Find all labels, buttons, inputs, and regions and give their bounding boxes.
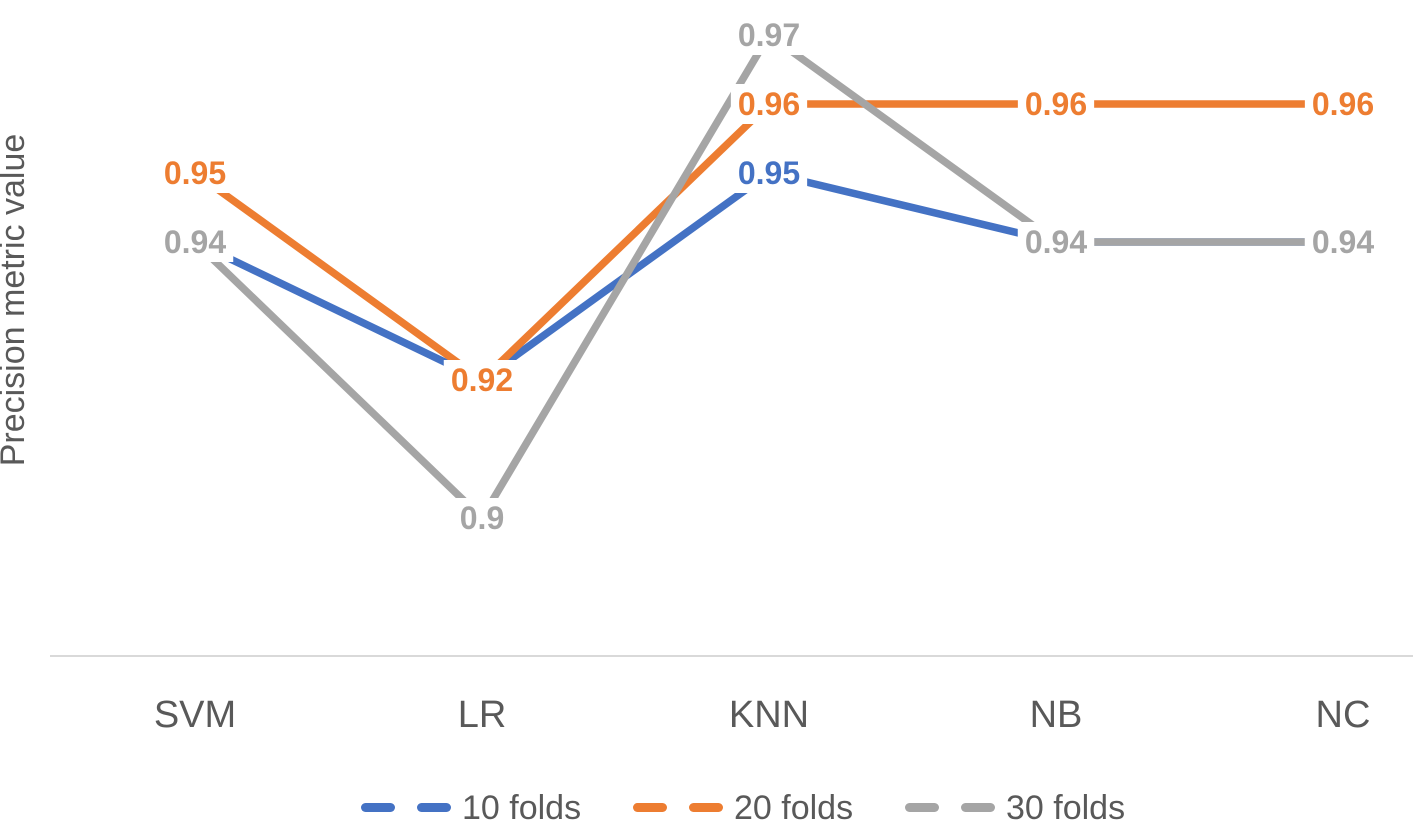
data-label-text: 0.92 — [451, 362, 513, 398]
legend-item-10-folds: 10 folds — [361, 789, 581, 827]
series-line-10-folds — [193, 169, 1343, 384]
data-label-30-folds-knn: 0.97 — [730, 15, 808, 55]
legend-dash-icon — [633, 803, 667, 812]
data-label-text: 0.96 — [1312, 86, 1374, 122]
data-label-20-folds-knn: 0.96 — [730, 84, 808, 124]
data-label-text: 0.94 — [164, 224, 226, 260]
data-label-backing — [1304, 84, 1382, 124]
data-label-30-folds-nc: 0.94 — [1304, 222, 1382, 262]
data-label-backing — [730, 15, 808, 55]
legend-label: 30 folds — [1006, 789, 1125, 827]
data-label-20-folds-nc: 0.96 — [1304, 84, 1382, 124]
legend-label: 20 folds — [734, 789, 853, 827]
y-axis-title: Precision metric value — [0, 134, 32, 467]
x-axis-label-svm: SVM — [154, 694, 236, 736]
data-label-backing — [443, 360, 521, 400]
data-label-text: 0.9 — [460, 500, 504, 536]
x-axis-label-knn: KNN — [729, 694, 809, 736]
x-axis-label-nc: NC — [1316, 694, 1371, 736]
legend-item-20-folds: 20 folds — [633, 789, 853, 827]
data-label-backing — [452, 498, 512, 538]
x-axis-label-lr: LR — [458, 694, 507, 736]
data-label-text: 0.94 — [1025, 224, 1087, 260]
legend-dash-icon — [361, 803, 395, 812]
data-label-text: 0.97 — [738, 17, 800, 53]
legend-label: 10 folds — [462, 789, 581, 827]
legend-dash-icon — [905, 803, 939, 812]
legend-dash-icon — [689, 803, 723, 812]
data-label-text: 0.94 — [1312, 224, 1374, 260]
data-label-text: 0.95 — [738, 155, 800, 191]
data-label-backing — [156, 153, 234, 193]
legend-item-30-folds: 30 folds — [905, 789, 1125, 827]
data-label-20-folds-svm: 0.95 — [156, 153, 234, 193]
data-label-30-folds-lr: 0.9 — [452, 498, 512, 538]
x-axis-label-nb: NB — [1030, 694, 1083, 736]
data-label-backing — [730, 153, 808, 193]
data-label-text: 0.96 — [1025, 86, 1087, 122]
data-label-text: 0.95 — [164, 155, 226, 191]
data-label-backing — [1017, 84, 1095, 124]
data-label-20-folds-nb: 0.96 — [1017, 84, 1095, 124]
data-label-backing — [730, 84, 808, 124]
data-label-text: 0.96 — [738, 86, 800, 122]
legend-dash-icon — [961, 803, 995, 812]
data-label-backing — [1017, 222, 1095, 262]
legend-dash-icon — [417, 803, 451, 812]
data-label-30-folds-svm: 0.94 — [156, 222, 234, 262]
data-label-30-folds-nb: 0.94 — [1017, 222, 1095, 262]
data-label-backing — [1304, 222, 1382, 262]
data-label-backing — [156, 222, 234, 262]
data-label-20-folds-lr: 0.92 — [443, 360, 521, 400]
data-label-10-folds-knn: 0.95 — [730, 153, 808, 193]
